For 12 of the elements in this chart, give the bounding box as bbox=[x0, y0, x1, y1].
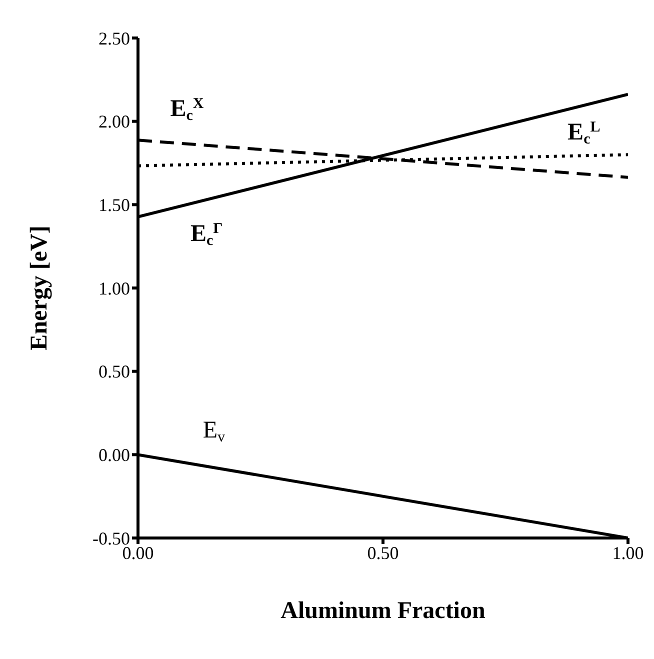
x-tick-label: 0.50 bbox=[367, 542, 399, 563]
x-tick-label: 1.00 bbox=[612, 542, 644, 563]
y-tick-label: 0.50 bbox=[98, 362, 130, 382]
y-tick-label: 0.00 bbox=[98, 445, 130, 466]
y-tick-label: -0.50 bbox=[92, 528, 130, 548]
y-tick-label: 2.50 bbox=[98, 28, 130, 48]
y-axis-title: Energy [eV] bbox=[26, 226, 53, 350]
y-tick-label: 1.00 bbox=[98, 278, 130, 298]
x-axis-title: Aluminum Fraction bbox=[280, 598, 486, 624]
y-tick-label: 2.00 bbox=[98, 112, 130, 132]
series-label: E$_{v}$ bbox=[202, 418, 226, 446]
y-tick-label: 1.50 bbox=[98, 195, 130, 216]
